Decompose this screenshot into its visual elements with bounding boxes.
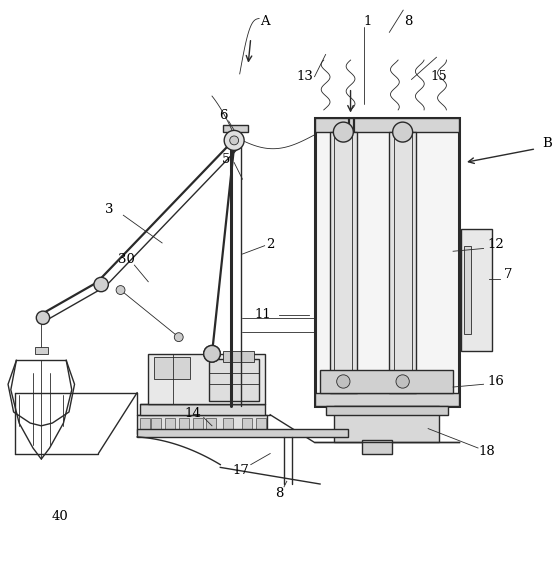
Bar <box>154 357 190 379</box>
Circle shape <box>224 130 244 150</box>
Bar <box>256 418 266 431</box>
Text: 11: 11 <box>255 308 271 321</box>
Bar <box>207 418 217 431</box>
Bar <box>151 418 161 431</box>
Bar <box>165 418 175 431</box>
Bar <box>334 406 439 443</box>
Bar <box>315 118 458 406</box>
Text: A: A <box>260 15 270 28</box>
Bar <box>148 354 265 403</box>
Text: 30: 30 <box>118 253 135 266</box>
Bar <box>179 418 189 431</box>
Circle shape <box>393 122 413 142</box>
Bar <box>389 132 416 393</box>
Bar <box>35 347 48 354</box>
Text: 5: 5 <box>222 153 230 166</box>
Bar <box>137 415 267 434</box>
Bar <box>315 393 458 406</box>
Text: 6: 6 <box>219 109 227 122</box>
Text: 40: 40 <box>51 510 68 523</box>
Text: 2: 2 <box>266 238 275 251</box>
Text: 1: 1 <box>363 15 372 28</box>
Bar <box>137 428 348 437</box>
Bar <box>320 370 453 393</box>
Circle shape <box>396 375 409 388</box>
Bar <box>140 418 150 431</box>
Text: 14: 14 <box>184 407 201 419</box>
Circle shape <box>204 345 221 362</box>
Bar <box>223 351 253 362</box>
Text: 13: 13 <box>297 70 314 83</box>
Bar <box>361 440 392 453</box>
Text: 8: 8 <box>404 15 413 28</box>
Bar <box>140 403 265 415</box>
Text: 16: 16 <box>487 375 504 388</box>
Bar <box>193 418 203 431</box>
Text: 17: 17 <box>232 464 249 477</box>
Circle shape <box>94 277 109 292</box>
Text: 15: 15 <box>431 70 448 83</box>
Circle shape <box>174 333 183 341</box>
Bar <box>326 406 447 415</box>
Bar <box>223 125 248 132</box>
Text: 12: 12 <box>487 238 504 251</box>
Text: 3: 3 <box>105 203 114 216</box>
Bar <box>315 118 458 132</box>
Circle shape <box>36 311 50 324</box>
Bar <box>223 418 233 431</box>
Circle shape <box>116 286 125 295</box>
Circle shape <box>334 122 353 142</box>
Text: B: B <box>543 137 552 150</box>
Bar <box>330 132 356 393</box>
Text: 7: 7 <box>504 268 513 281</box>
Bar <box>209 359 259 401</box>
Bar <box>464 246 471 335</box>
Text: 8: 8 <box>275 487 284 500</box>
Circle shape <box>204 345 221 362</box>
Circle shape <box>229 136 238 145</box>
Text: 18: 18 <box>478 446 495 459</box>
Bar <box>461 229 492 351</box>
Bar <box>242 418 252 431</box>
Circle shape <box>336 375 350 388</box>
